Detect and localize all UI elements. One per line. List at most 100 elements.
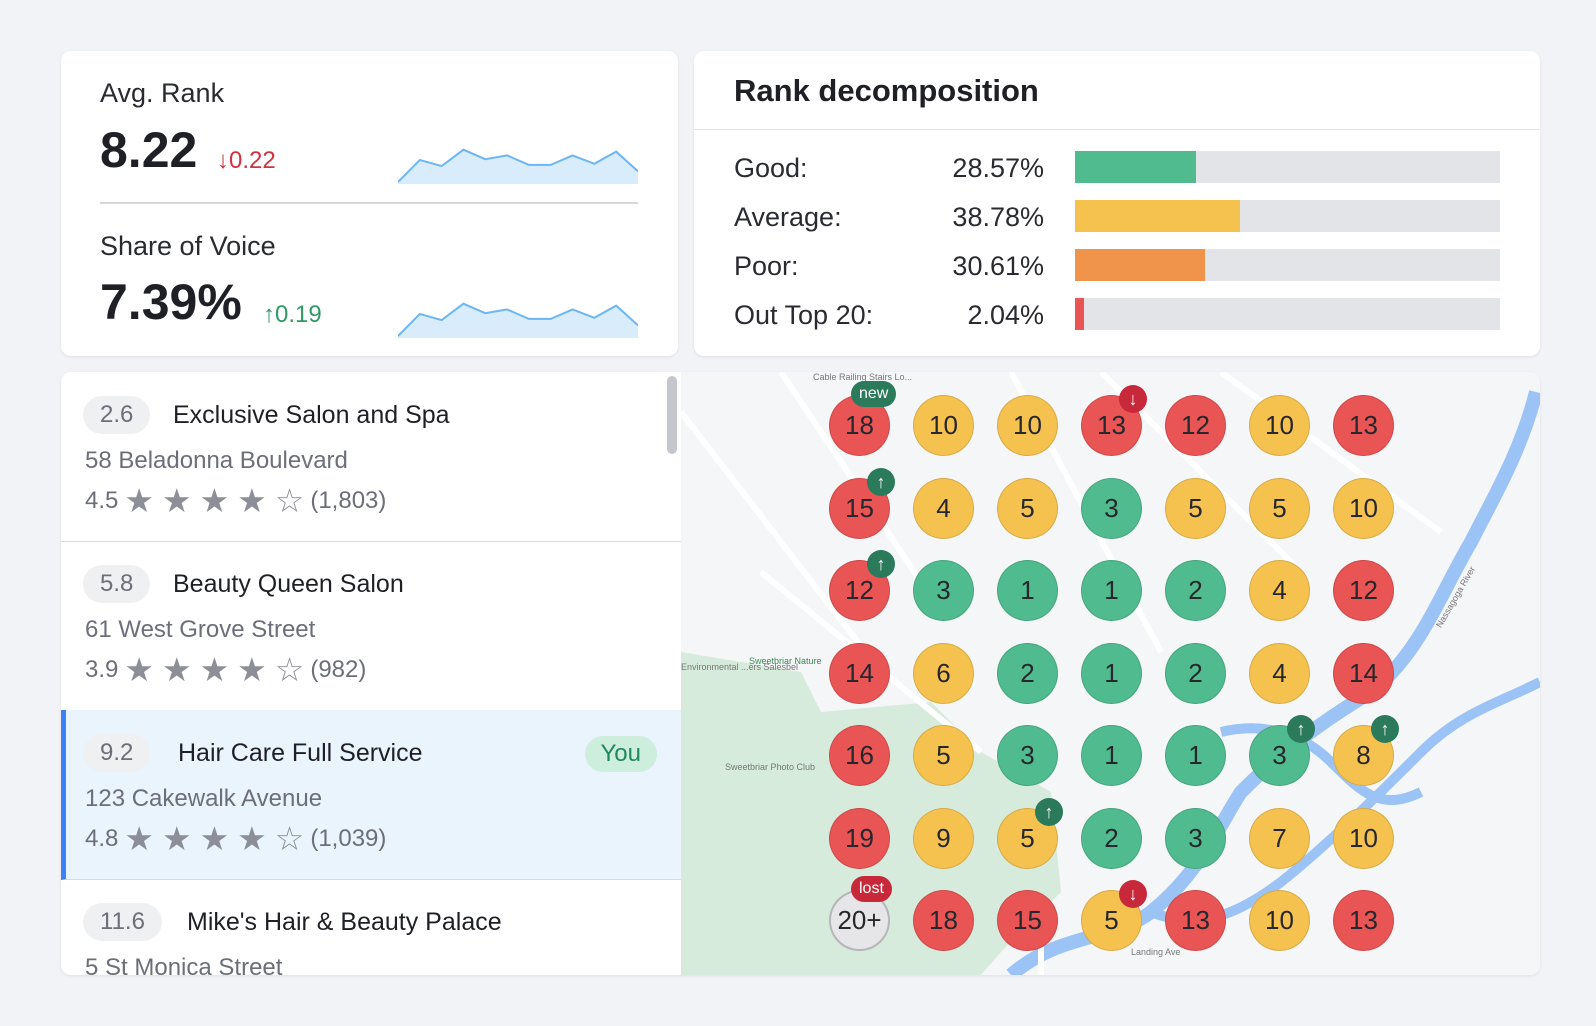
share-of-voice-delta: ↑0.19 [263,301,322,328]
rating: 3.9 ★ ★ ★ ★ ☆ (982) [85,653,366,686]
star-filled-icon: ★ [124,820,154,857]
rank-grid-point[interactable]: 10 [1333,478,1394,539]
rank-grid-point[interactable]: 5 [1249,478,1310,539]
sparkline-line [398,148,638,183]
avg-rank-value: 8.22 [100,122,198,178]
competitor-list-item[interactable]: 11.6 Mike's Hair & Beauty Palace 5 St Moni… [61,879,681,975]
star-filled-icon: ★ [237,482,267,519]
decomposition-bar-fill [1075,200,1240,232]
review-count: (1,803) [310,486,387,514]
competitor-list-item[interactable]: 9.2 Hair Care Full Service 123 Cakewalk Av… [61,710,681,880]
arrow-down-icon: ↓ [217,147,229,174]
star-outline-icon: ☆ [274,651,305,688]
divider [694,129,1540,130]
star-rating: ★ ★ ★ ★ ☆ [124,822,304,855]
rank-grid-point[interactable]: 10 [1333,808,1394,869]
rank-grid-point[interactable]: 14 [829,643,890,704]
new-badge: new [851,381,897,407]
rank-grid-point[interactable]: 2 [1081,808,1142,869]
decomposition-bar-track [1075,151,1500,183]
rating: 4.8 ★ ★ ★ ★ ☆ (1,039) [85,822,386,855]
star-rating: ★ ★ ★ ★ ☆ [124,484,304,517]
rank-pill: 9.2 [83,734,151,772]
rank-grid-point[interactable]: 16 [829,725,890,786]
rank-grid-point[interactable]: 1 [1081,643,1142,704]
rank-value: 12 [845,575,874,605]
rank-value: 10 [1013,410,1042,440]
competitor-name: Exclusive Salon and Spa [173,401,450,429]
rank-grid-point[interactable]: 20+ [829,890,890,951]
rank-value: 5 [1272,493,1287,523]
rank-grid-point[interactable]: 4 [1249,560,1310,621]
rank-decomposition-card: Rank decomposition Good: 28.57% Average: 38… [694,51,1540,356]
rank-value: 1 [1188,740,1203,770]
rank-grid-point[interactable]: 1 [1081,560,1142,621]
rank-value: 14 [845,658,874,688]
lost-badge: lost [851,876,892,902]
rank-grid-point[interactable]: 1 [1165,725,1226,786]
rank-grid-point[interactable]: 13 [1165,890,1226,951]
you-badge: You [584,736,657,772]
rank-grid-point[interactable]: 7 [1249,808,1310,869]
decomposition-percent: 30.61% [952,251,1044,281]
rank-grid-map[interactable]: Cable Railing Stairs Lo... Sweetbriar Na… [681,372,1540,975]
rank-grid-point[interactable]: 10 [997,395,1058,456]
rank-grid-point[interactable]: 10 [913,395,974,456]
rank-grid-point[interactable]: 9 [913,808,974,869]
map-label: Sweetbriar Nature [749,656,822,666]
rank-grid-point[interactable]: 10 [1249,890,1310,951]
rank-value: 14 [1349,658,1378,688]
rank-grid-point[interactable]: 3 [913,560,974,621]
rank-grid-point[interactable]: 10 [1249,395,1310,456]
sparkline-area [398,149,638,184]
rank-grid-point[interactable]: 12 [1165,395,1226,456]
rank-value: 3 [1272,740,1287,770]
rank-grid-point[interactable]: 14 [1333,643,1394,704]
rank-value: 8 [1356,740,1371,770]
competitor-list-item[interactable]: 5.8 Beauty Queen Salon 61 West Grove Stree… [61,541,681,711]
rank-grid-point[interactable]: 5 [997,478,1058,539]
rank-grid-point[interactable]: 18 [913,890,974,951]
decomposition-label: Good: [734,153,808,183]
scrollbar[interactable] [667,376,677,454]
map-label: Environmental ...ers Salesbel [681,662,799,672]
rank-value: 13 [1097,410,1126,440]
rank-value: 18 [845,410,874,440]
rank-value: 12 [1349,575,1378,605]
rank-grid-point[interactable]: 12 [1333,560,1394,621]
rank-grid-point[interactable]: 1 [1081,725,1142,786]
star-outline-icon: ☆ [274,482,305,519]
rank-grid-point[interactable]: 15 [997,890,1058,951]
rank-grid-point[interactable]: 4 [1249,643,1310,704]
avg-rank-sparkline [398,148,638,184]
rank-grid-point[interactable]: 2 [997,643,1058,704]
decomposition-row: Good: 28.57% [734,151,1500,185]
rank-grid-point[interactable]: 6 [913,643,974,704]
rank-grid-point[interactable]: 13 [1333,395,1394,456]
rank-value: 3 [1188,823,1203,853]
rank-grid-point[interactable]: 13 [1333,890,1394,951]
decomposition-bar-fill [1075,249,1206,281]
rank-value: 10 [1349,493,1378,523]
rank-grid-point[interactable]: 2 [1165,560,1226,621]
decomposition-percent: 38.78% [952,202,1044,232]
arrow-down-icon: ↓ [1119,385,1147,413]
competitor-address: 61 West Grove Street [85,616,316,643]
sparkline-line [398,302,638,337]
competitor-list-item[interactable]: 2.6 Exclusive Salon and Spa 58 Beladonna B… [61,372,681,542]
decomposition-bar-fill [1075,151,1197,183]
rank-value: 10 [1265,410,1294,440]
rank-grid-point[interactable]: 5 [1165,478,1226,539]
rank-grid-point[interactable]: 3 [1165,808,1226,869]
rank-grid-point[interactable]: 5 [913,725,974,786]
competitor-name: Mike's Hair & Beauty Palace [187,908,502,936]
rank-grid-point[interactable]: 3 [1081,478,1142,539]
rank-grid-point[interactable]: 4 [913,478,974,539]
decomposition-label: Poor: [734,251,799,281]
rank-grid-point[interactable]: 1 [997,560,1058,621]
rank-grid-point[interactable]: 3 [997,725,1058,786]
rank-grid-point[interactable]: 2 [1165,643,1226,704]
decomposition-bar-track [1075,249,1500,281]
rank-grid-point[interactable]: 19 [829,808,890,869]
star-filled-icon: ★ [161,482,192,519]
